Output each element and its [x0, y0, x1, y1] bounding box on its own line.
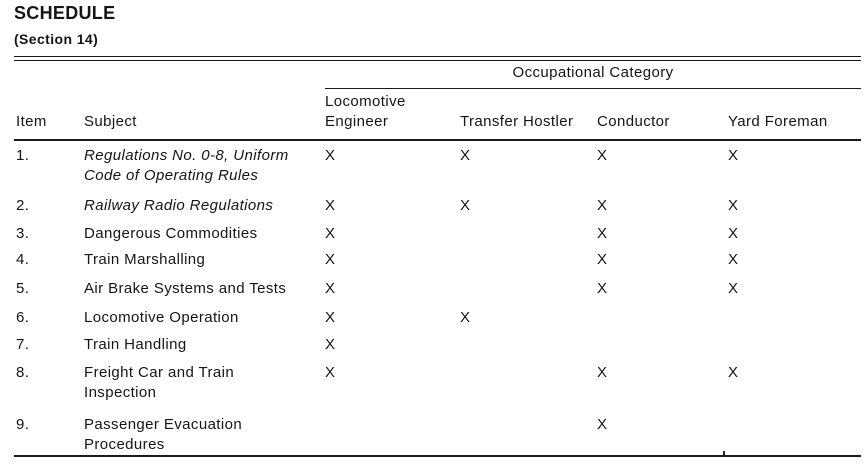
subject-line: Regulations No. 0-8, Uniform	[84, 147, 289, 164]
item-number: 6.	[16, 309, 30, 326]
subject-cell: Train Marshalling	[84, 250, 334, 270]
mark-transfer-hostler: X	[460, 309, 471, 326]
item-number: 2.	[16, 197, 30, 214]
table-row: 6. Locomotive Operation X X	[14, 308, 861, 328]
subject-line: Passenger Evacuation	[84, 416, 243, 433]
column-header-yard-foreman: Yard Foreman	[728, 113, 828, 130]
subject-cell: Locomotive Operation	[84, 308, 334, 328]
mark-yard-foreman: X	[728, 197, 739, 214]
subject-cell: Air Brake Systems and Tests	[84, 279, 334, 299]
table-row: 5. Air Brake Systems and Tests X X X	[14, 279, 861, 299]
table-row: 9. Passenger Evacuation Procedures X	[14, 415, 861, 453]
mark-conductor: X	[597, 251, 608, 268]
item-number: 8.	[16, 364, 30, 381]
header-line: Locomotive	[325, 93, 406, 110]
mark-conductor: X	[597, 225, 608, 242]
subject-line: Freight Car and Train	[84, 364, 235, 381]
table-row: 3. Dangerous Commodities X X X	[14, 224, 861, 244]
column-header-item: Item	[16, 113, 47, 130]
mark-locomotive-engineer: X	[325, 251, 336, 268]
mark-locomotive-engineer: X	[325, 336, 336, 353]
header-underline-rule	[14, 139, 861, 141]
subject-line: Train Handling	[84, 336, 187, 353]
item-number: 7.	[16, 336, 30, 353]
mark-conductor: X	[597, 364, 608, 381]
mark-conductor: X	[597, 416, 608, 433]
mark-yard-foreman: X	[728, 251, 739, 268]
subject-cell: Freight Car and Train Inspection	[84, 363, 334, 403]
subject-cell: Railway Radio Regulations	[84, 196, 334, 216]
mark-locomotive-engineer: X	[325, 280, 336, 297]
column-header-locomotive-engineer: Locomotive Engineer	[325, 92, 406, 132]
mark-transfer-hostler: X	[460, 197, 471, 214]
subject-line: Railway Radio Regulations	[84, 197, 274, 214]
mark-locomotive-engineer: X	[325, 147, 336, 164]
subject-line: Locomotive Operation	[84, 309, 239, 326]
mark-locomotive-engineer: X	[325, 225, 336, 242]
subject-line: Inspection	[84, 384, 157, 401]
mark-conductor: X	[597, 197, 608, 214]
mark-yard-foreman: X	[728, 364, 739, 381]
table-row: 2. Railway Radio Regulations X X X X	[14, 196, 861, 216]
header-line: Engineer	[325, 113, 389, 130]
mark-locomotive-engineer: X	[325, 364, 336, 381]
mark-yard-foreman: X	[728, 280, 739, 297]
subject-line: Procedures	[84, 436, 165, 453]
table-row: 8. Freight Car and Train Inspection X X …	[14, 363, 861, 401]
item-number: 5.	[16, 280, 30, 297]
table-row: 1. Regulations No. 0-8, Uniform Code of …	[14, 146, 861, 184]
occupational-category-underline	[325, 88, 861, 89]
table-row: 7. Train Handling X	[14, 335, 861, 355]
mark-yard-foreman: X	[728, 147, 739, 164]
subject-cell: Regulations No. 0-8, Uniform Code of Ope…	[84, 146, 334, 186]
column-header-conductor: Conductor	[597, 113, 670, 130]
subject-line: Dangerous Commodities	[84, 225, 258, 242]
item-number: 9.	[16, 416, 30, 433]
mark-locomotive-engineer: X	[325, 197, 336, 214]
table-row: 4. Train Marshalling X X X	[14, 250, 861, 270]
mark-conductor: X	[597, 280, 608, 297]
mark-locomotive-engineer: X	[325, 309, 336, 326]
section-reference: (Section 14)	[14, 31, 99, 47]
column-header-transfer-hostler: Transfer Hostler	[460, 113, 574, 130]
bottom-rule	[14, 455, 861, 457]
subject-line: Code of Operating Rules	[84, 167, 259, 184]
item-number: 4.	[16, 251, 30, 268]
subject-cell: Passenger Evacuation Procedures	[84, 415, 334, 455]
mark-conductor: X	[597, 147, 608, 164]
page-title: SCHEDULE	[14, 3, 116, 23]
item-number: 3.	[16, 225, 30, 242]
occupational-category-header: Occupational Category	[512, 64, 674, 81]
mark-yard-foreman: X	[728, 225, 739, 242]
mark-transfer-hostler: X	[460, 147, 471, 164]
subject-line: Air Brake Systems and Tests	[84, 280, 287, 297]
subject-cell: Train Handling	[84, 335, 334, 355]
column-header-subject: Subject	[84, 113, 137, 130]
top-double-rule	[14, 56, 861, 61]
cell-border-tick	[723, 451, 725, 455]
subject-cell: Dangerous Commodities	[84, 224, 334, 244]
item-number: 1.	[16, 147, 30, 164]
subject-line: Train Marshalling	[84, 251, 206, 268]
